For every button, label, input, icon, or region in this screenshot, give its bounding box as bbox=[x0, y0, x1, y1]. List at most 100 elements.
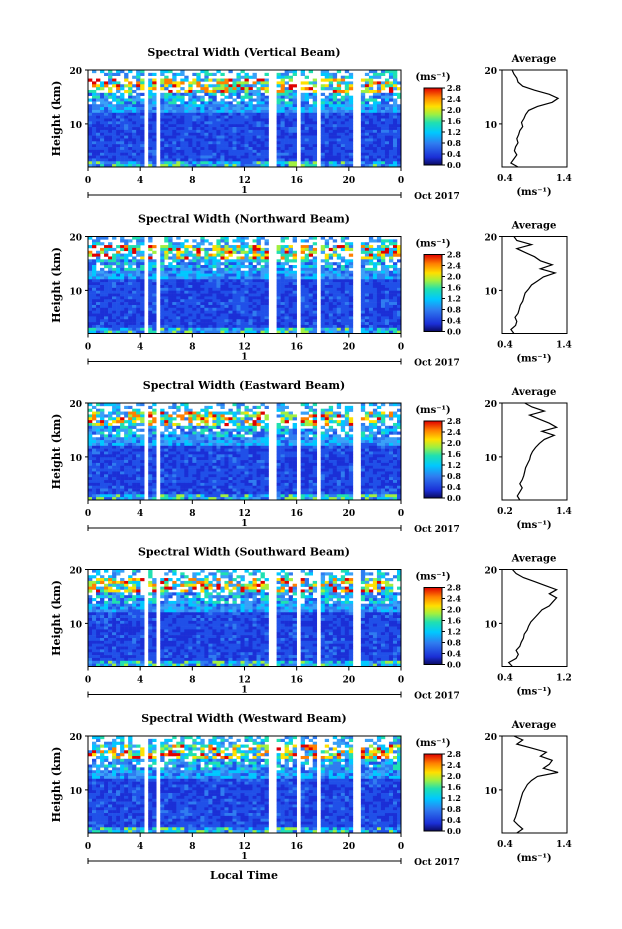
date-label: Oct 2017 bbox=[414, 359, 460, 369]
x-tick-label: 16 bbox=[290, 842, 303, 852]
y-tick-label: 10 bbox=[69, 121, 82, 131]
colorbar-tick-label: 2.4 bbox=[447, 594, 461, 604]
colorbar-unit: (ms⁻¹) bbox=[415, 72, 450, 83]
x-tick-label: 8 bbox=[189, 509, 195, 519]
heatmap bbox=[88, 236, 402, 334]
x-tick-label: 4 bbox=[137, 343, 143, 353]
average-title: Average bbox=[511, 554, 557, 565]
colorbar-tick-label: 0.0 bbox=[447, 826, 461, 836]
x-tick-label: 4 bbox=[137, 842, 143, 852]
x-tick-label: 20 bbox=[343, 842, 356, 852]
panel-0: Spectral Width (Vertical Beam)1020Height… bbox=[50, 46, 572, 202]
colorbar-tick-label: 2.0 bbox=[447, 438, 461, 448]
average-y-tick-label: 20 bbox=[484, 67, 497, 77]
colorbar-unit: (ms⁻¹) bbox=[415, 572, 450, 583]
x-tick-label: 8 bbox=[189, 176, 195, 186]
colorbar-tick-label: 0.4 bbox=[447, 815, 461, 825]
colorbar-tick-label: 0.8 bbox=[447, 638, 461, 648]
x-tick-label: 8 bbox=[189, 842, 195, 852]
average-profile-line bbox=[513, 735, 559, 834]
colorbar bbox=[423, 753, 443, 832]
colorbar-tick-label: 2.4 bbox=[447, 94, 461, 104]
panel-title: Spectral Width (Southward Beam) bbox=[138, 546, 350, 559]
x-axis-label: Local Time bbox=[210, 869, 278, 882]
day-label: 1 bbox=[241, 686, 247, 696]
average-x-label: (ms⁻¹) bbox=[516, 354, 551, 365]
average-y-tick-label: 20 bbox=[484, 234, 497, 244]
average-x-tick-label: 1.4 bbox=[556, 840, 572, 850]
colorbar-tick-label: 1.2 bbox=[447, 127, 461, 137]
colorbar-tick-label: 0.4 bbox=[447, 149, 461, 159]
average-x-tick-label: 0.4 bbox=[497, 840, 513, 850]
average-frame bbox=[501, 402, 568, 501]
colorbar-tick-label: 1.2 bbox=[447, 627, 461, 637]
heatmap bbox=[88, 403, 402, 501]
day-label: 1 bbox=[241, 186, 247, 196]
x-tick-label: 8 bbox=[189, 676, 195, 686]
average-title: Average bbox=[511, 54, 557, 65]
y-axis-label: Height (km) bbox=[50, 414, 63, 490]
average-profile-line bbox=[507, 569, 559, 667]
y-tick-label: 20 bbox=[69, 400, 82, 410]
y-tick-label: 10 bbox=[69, 787, 82, 797]
average-x-label: (ms⁻¹) bbox=[516, 687, 551, 698]
average-y-tick-label: 10 bbox=[484, 454, 497, 464]
colorbar-tick-label: 0.8 bbox=[447, 305, 461, 315]
colorbar-tick-label: 0.4 bbox=[447, 649, 461, 659]
x-tick-label: 0 bbox=[398, 509, 404, 519]
x-tick-label: 0 bbox=[85, 176, 91, 186]
colorbar-tick-label: 2.8 bbox=[447, 749, 461, 759]
average-y-tick-label: 20 bbox=[484, 733, 497, 743]
average-x-tick-label: 1.2 bbox=[556, 674, 572, 684]
x-tick-label: 16 bbox=[290, 676, 303, 686]
heatmap bbox=[88, 736, 402, 834]
panel-title: Spectral Width (Northward Beam) bbox=[138, 213, 350, 226]
colorbar-tick-label: 1.6 bbox=[447, 616, 461, 626]
colorbar-tick-label: 2.8 bbox=[447, 83, 461, 93]
colorbar-unit: (ms⁻¹) bbox=[415, 738, 450, 749]
colorbar-tick-label: 0.0 bbox=[447, 660, 461, 670]
colorbar-tick-label: 0.8 bbox=[447, 804, 461, 814]
colorbar bbox=[423, 420, 443, 499]
colorbar-tick-label: 1.6 bbox=[447, 782, 461, 792]
heatmap bbox=[88, 569, 402, 667]
date-label: Oct 2017 bbox=[414, 692, 460, 702]
colorbar-tick-label: 1.6 bbox=[447, 116, 461, 126]
x-tick-label: 16 bbox=[290, 509, 303, 519]
average-profile-line bbox=[510, 69, 560, 168]
colorbar-tick-label: 0.8 bbox=[447, 138, 461, 148]
date-label: Oct 2017 bbox=[414, 858, 460, 868]
panel-title: Spectral Width (Westward Beam) bbox=[141, 712, 346, 725]
panel-title: Spectral Width (Vertical Beam) bbox=[147, 46, 340, 59]
panel-2: Spectral Width (Eastward Beam)1020Height… bbox=[50, 379, 572, 535]
average-x-tick-label: 0.4 bbox=[497, 174, 513, 184]
average-profile-line bbox=[516, 402, 559, 501]
average-title: Average bbox=[511, 387, 557, 398]
x-tick-label: 20 bbox=[343, 509, 356, 519]
colorbar-tick-label: 0.0 bbox=[447, 493, 461, 503]
colorbar-tick-label: 1.2 bbox=[447, 460, 461, 470]
x-tick-label: 0 bbox=[398, 343, 404, 353]
average-x-tick-label: 0.4 bbox=[497, 341, 513, 351]
average-title: Average bbox=[511, 720, 557, 731]
colorbar bbox=[423, 254, 443, 332]
colorbar-tick-label: 2.8 bbox=[447, 416, 461, 426]
average-y-tick-label: 20 bbox=[484, 567, 497, 577]
x-tick-label: 12 bbox=[238, 509, 251, 519]
colorbar-tick-label: 2.0 bbox=[447, 605, 461, 615]
y-tick-label: 10 bbox=[69, 287, 82, 297]
colorbar-tick-label: 2.8 bbox=[447, 250, 461, 260]
average-x-tick-label: 1.4 bbox=[556, 341, 572, 351]
x-tick-label: 8 bbox=[189, 343, 195, 353]
average-y-tick-label: 10 bbox=[484, 620, 497, 630]
x-tick-label: 0 bbox=[398, 676, 404, 686]
y-tick-label: 20 bbox=[69, 67, 82, 77]
y-tick-label: 10 bbox=[69, 454, 82, 464]
x-tick-label: 12 bbox=[238, 842, 251, 852]
x-tick-label: 4 bbox=[137, 509, 143, 519]
colorbar-tick-label: 1.2 bbox=[447, 793, 461, 803]
colorbar-tick-label: 1.2 bbox=[447, 294, 461, 304]
panel-4: Spectral Width (Westward Beam)1020Height… bbox=[50, 712, 572, 868]
colorbar-tick-label: 2.8 bbox=[447, 583, 461, 593]
